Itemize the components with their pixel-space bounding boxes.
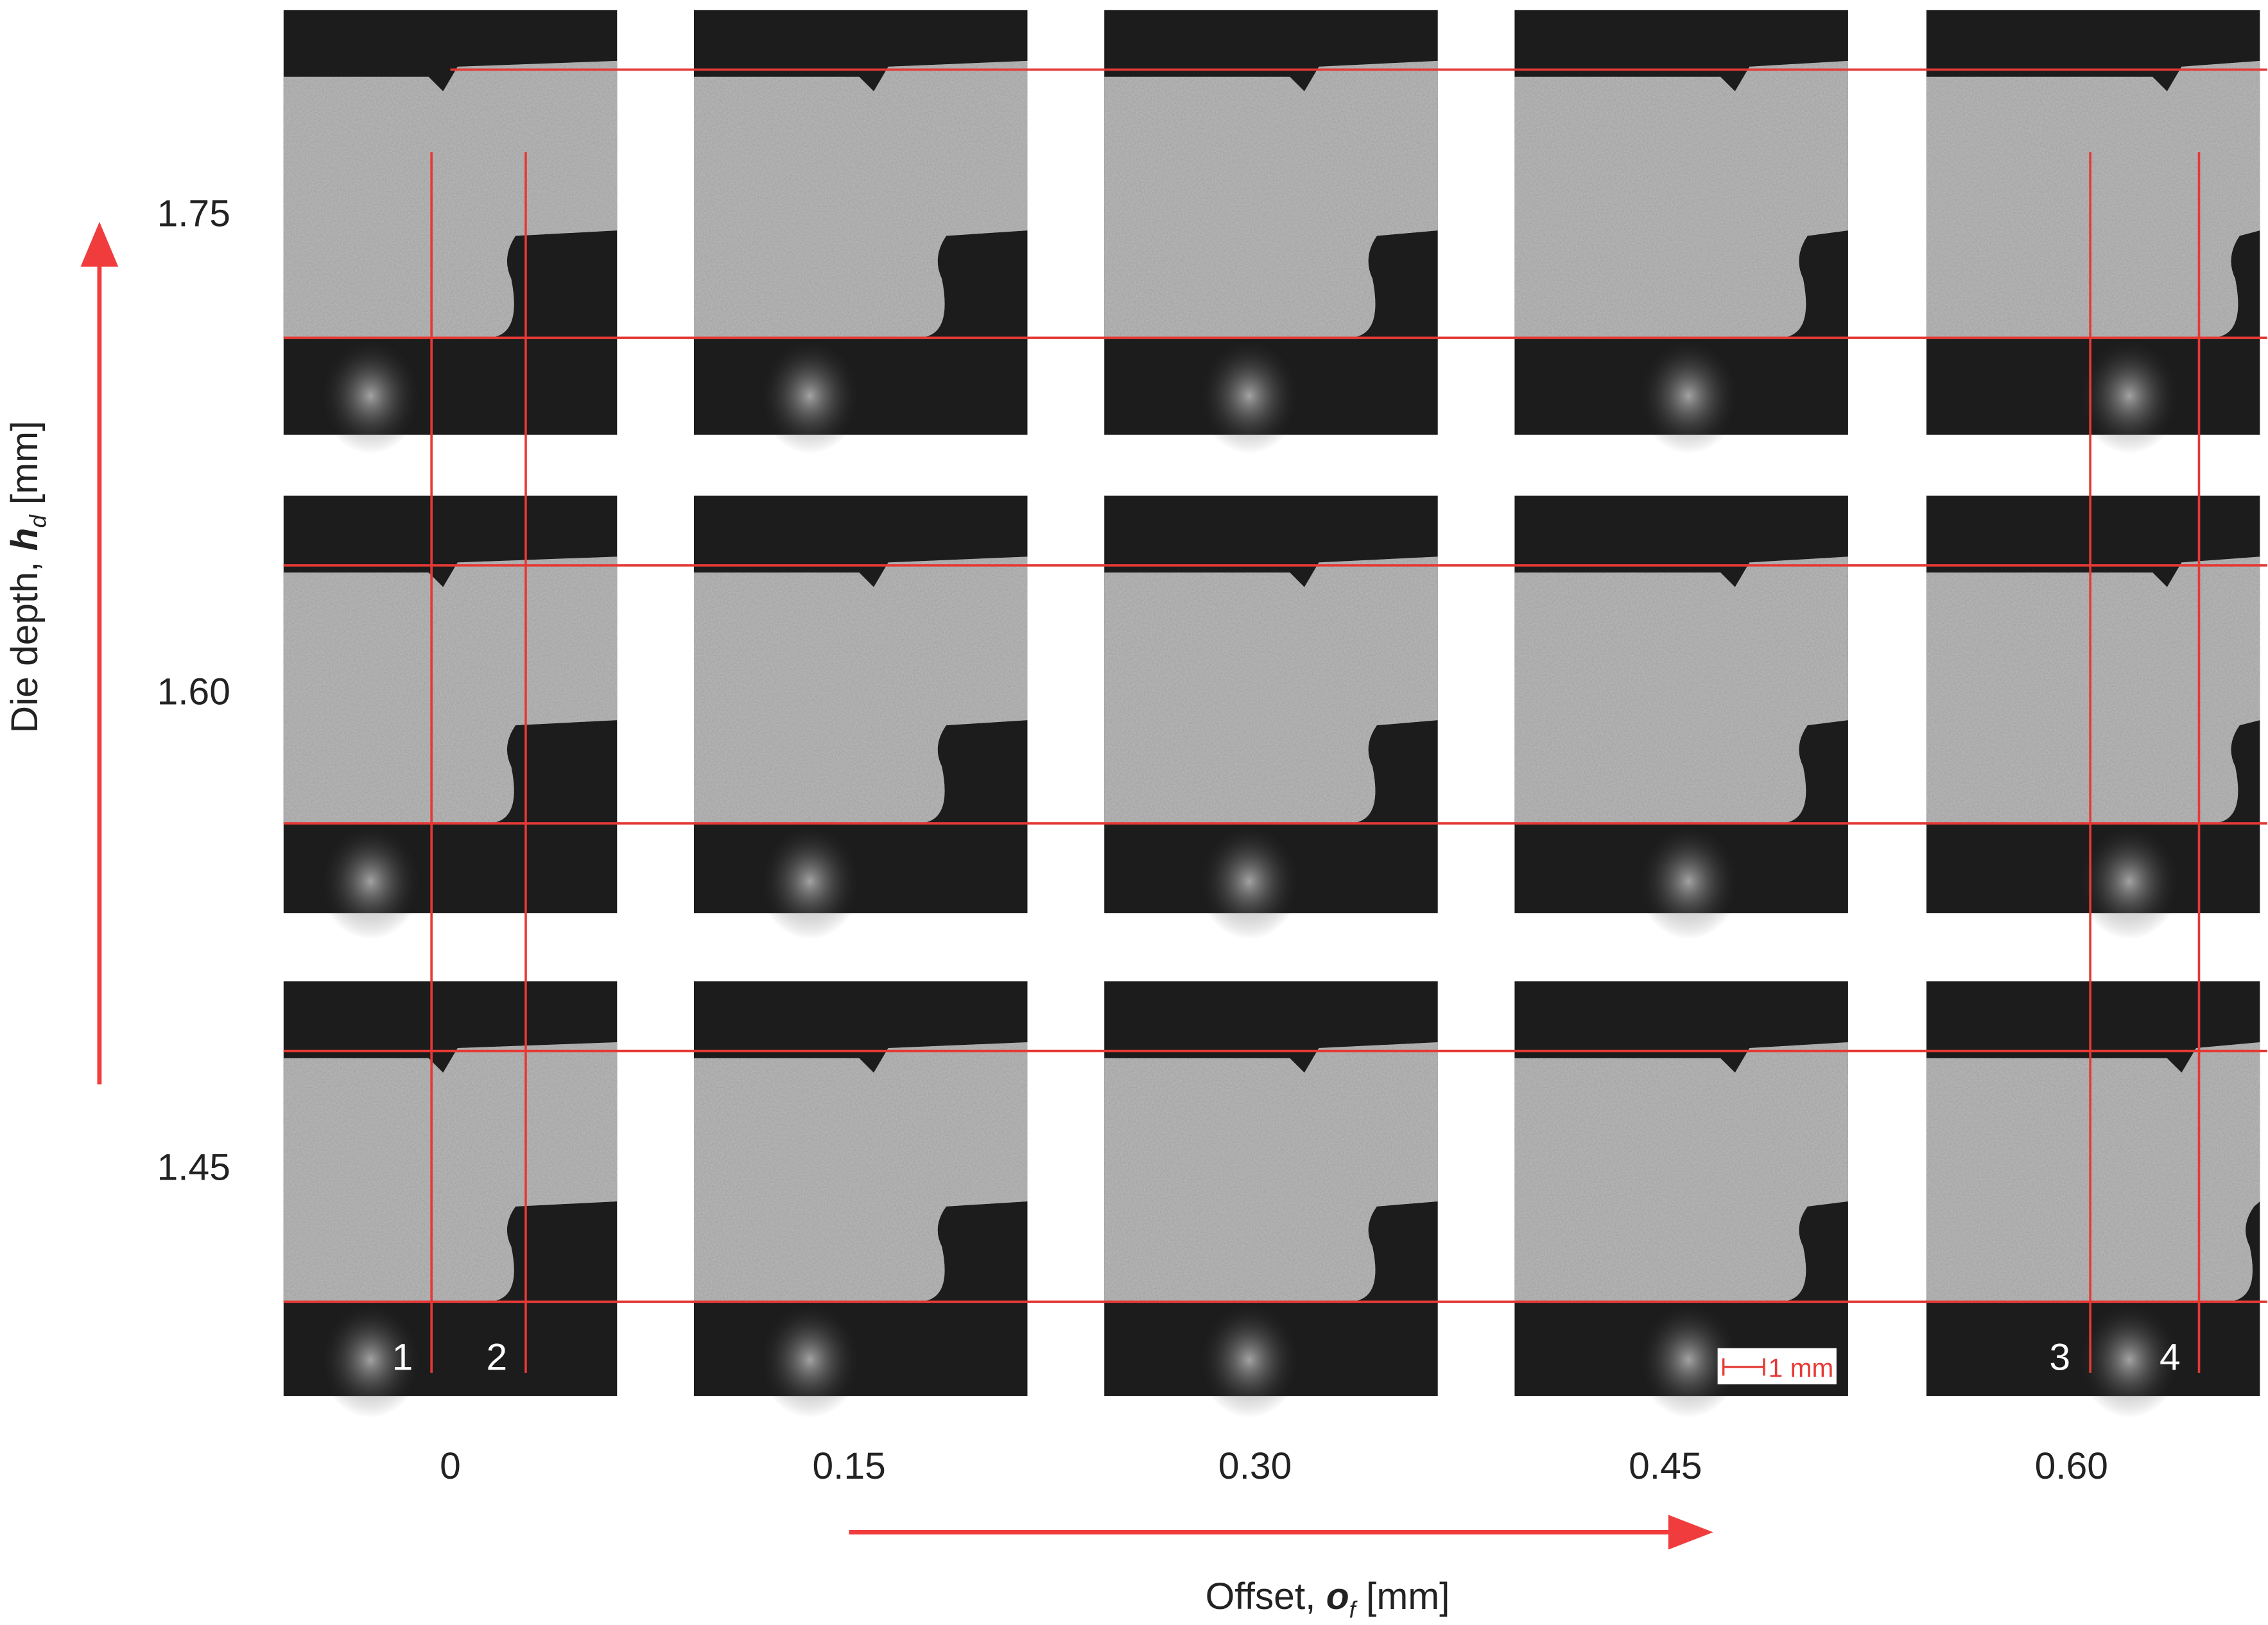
line-label: 1 <box>392 1336 413 1378</box>
specimen-section <box>693 1042 1028 1302</box>
micrograph <box>1104 981 1438 1418</box>
x-value-label: 0 <box>440 1445 461 1487</box>
micrograph <box>1926 981 2260 1418</box>
specimen-section <box>693 556 1028 823</box>
glare <box>1199 1302 1301 1418</box>
glare <box>320 823 422 940</box>
micrograph-grid <box>283 10 2260 1418</box>
specimen-section <box>1514 556 1848 823</box>
specimen-section <box>283 1042 618 1302</box>
y-value-label: 1.45 <box>157 1147 230 1189</box>
glare <box>1199 338 1301 454</box>
scale-bar-label: 1 mm <box>1769 1354 1834 1383</box>
glare <box>759 823 861 940</box>
micrograph <box>1514 495 1848 940</box>
specimen-section <box>283 556 618 823</box>
micrograph <box>1926 10 2260 454</box>
specimen-section <box>1926 60 2260 338</box>
micrograph <box>1926 495 2260 940</box>
specimen-section <box>1104 556 1438 823</box>
micrograph <box>1104 10 1438 454</box>
specimen-section <box>1104 60 1438 338</box>
y-value-label: 1.60 <box>157 671 230 713</box>
y-axis-unit: [mm] <box>4 421 46 515</box>
micrograph <box>283 981 618 1418</box>
line-label: 3 <box>2049 1336 2070 1378</box>
glare <box>320 338 422 454</box>
x-value-label: 0.30 <box>1218 1445 1292 1487</box>
reference-lines <box>283 68 2267 1373</box>
x-value-label: 0.45 <box>1629 1445 1702 1487</box>
micrograph <box>1514 10 1848 454</box>
y-value-label: 1.75 <box>157 193 230 234</box>
x-value-label: 0.15 <box>813 1445 886 1487</box>
line-label: 2 <box>486 1336 507 1378</box>
micrograph <box>693 10 1028 454</box>
y-axis-label: Die depth, hd [mm] <box>4 421 51 734</box>
specimen-section <box>1926 556 2260 823</box>
x-axis-unit: [mm] <box>1356 1576 1450 1617</box>
glare <box>2079 1302 2181 1418</box>
specimen-section <box>693 60 1028 338</box>
y-axis-symbol: h <box>4 528 46 551</box>
line-label: 4 <box>2160 1336 2181 1378</box>
x-axis-label: Offset, of [mm] <box>1206 1576 1450 1623</box>
specimen-section <box>283 60 618 338</box>
glare <box>1638 1302 1740 1418</box>
x-axis-symbol: o <box>1326 1576 1349 1617</box>
glare <box>1638 823 1740 940</box>
specimen-section <box>1926 1042 2260 1302</box>
glare <box>320 1302 422 1418</box>
glare <box>2079 338 2181 454</box>
glare <box>2079 823 2181 940</box>
x-value-label: 0.60 <box>2035 1445 2108 1487</box>
glare <box>1638 338 1740 454</box>
x-arrow <box>849 1515 1713 1550</box>
scale-bar: 1 mm <box>1717 1348 1837 1385</box>
x-axis-label-text: Offset, <box>1206 1576 1326 1617</box>
micrograph <box>693 495 1028 940</box>
micrograph <box>1104 495 1438 940</box>
micrograph <box>693 981 1028 1418</box>
y-axis-label-text: Die depth, <box>4 551 46 733</box>
specimen-section <box>1514 1042 1848 1302</box>
y-axis-subscript: d <box>24 513 51 528</box>
micrograph <box>283 10 618 454</box>
glare <box>1199 823 1301 940</box>
y-arrow <box>80 221 119 1085</box>
specimen-section <box>1514 60 1848 338</box>
specimen-section <box>1104 1042 1438 1302</box>
micrograph <box>283 495 618 940</box>
glare <box>759 1302 861 1418</box>
glare <box>759 338 861 454</box>
